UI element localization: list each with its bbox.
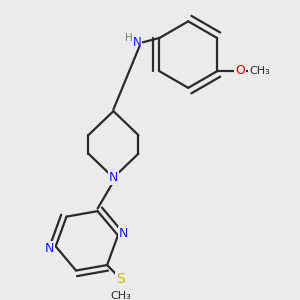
Text: S: S bbox=[116, 272, 125, 286]
Text: N: N bbox=[45, 242, 54, 255]
Text: N: N bbox=[119, 227, 129, 240]
Text: CH₃: CH₃ bbox=[110, 291, 131, 300]
Text: O: O bbox=[236, 64, 245, 77]
Text: N: N bbox=[133, 37, 141, 50]
Text: N: N bbox=[109, 171, 118, 184]
Text: H: H bbox=[124, 33, 132, 43]
Text: CH₃: CH₃ bbox=[249, 66, 270, 76]
